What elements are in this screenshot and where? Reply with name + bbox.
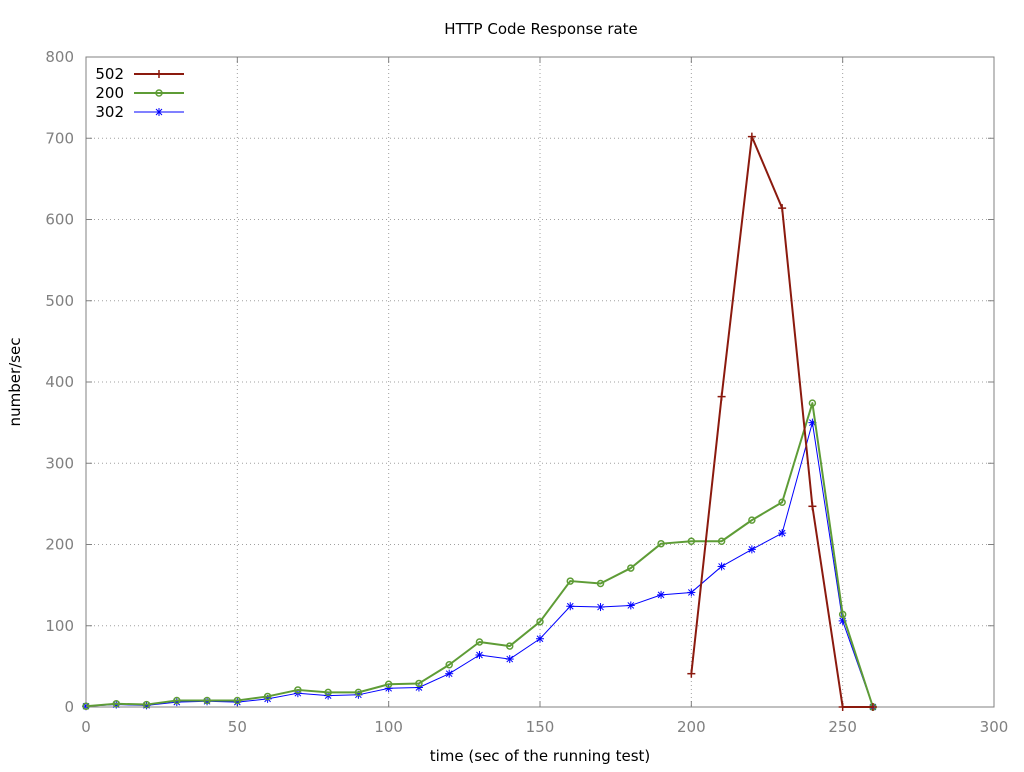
axis-ticks: 0 50 100 150 200 250 300 0 100 200 300 400 500 600 700… <box>45 48 1008 736</box>
data-point-200 <box>294 686 302 694</box>
legend-item-502: 502 <box>95 65 184 83</box>
data-point-200 <box>838 610 847 619</box>
data-point-200 <box>536 617 544 626</box>
y-tick-label: 600 <box>45 211 74 229</box>
y-tick-label: 700 <box>45 129 74 147</box>
data-point-200 <box>808 399 817 407</box>
legend-marker <box>155 70 163 78</box>
legend-item-200: 200 <box>95 84 184 102</box>
data-point-302 <box>626 601 635 610</box>
data-point-302 <box>566 602 575 611</box>
data-point-302 <box>657 590 666 599</box>
series-502 <box>687 132 877 711</box>
data-point-200 <box>596 579 605 588</box>
y-tick-label: 400 <box>45 373 74 391</box>
x-tick-label: 150 <box>526 718 555 736</box>
data-point-200 <box>354 688 363 697</box>
data-point-200 <box>233 696 242 705</box>
data-point-200 <box>717 537 726 545</box>
data-point-200 <box>566 577 575 585</box>
data-point-302 <box>536 634 544 643</box>
data-point-502 <box>747 132 756 141</box>
data-point-200 <box>82 702 90 710</box>
data-point-502 <box>808 502 817 511</box>
data-point-302 <box>778 529 787 538</box>
legend-label: 200 <box>95 84 124 102</box>
y-tick-label: 0 <box>64 698 74 716</box>
x-tick-label: 50 <box>228 718 247 736</box>
data-point-200 <box>687 537 696 545</box>
data-point-302 <box>687 588 696 597</box>
data-point-502 <box>687 669 696 678</box>
data-point-200 <box>445 661 453 669</box>
series-layer <box>82 132 877 711</box>
data-point-502 <box>778 204 787 213</box>
data-point-200 <box>324 688 332 697</box>
x-tick-label: 100 <box>374 718 403 736</box>
legend-marker <box>155 89 163 97</box>
data-point-200 <box>142 700 151 709</box>
data-point-502 <box>717 392 726 401</box>
legend-marker <box>155 108 163 116</box>
data-point-302 <box>747 545 756 554</box>
data-point-302 <box>505 655 514 664</box>
data-point-200 <box>384 680 393 688</box>
legend-label: 302 <box>95 103 124 121</box>
data-point-200 <box>657 539 665 548</box>
y-axis-title: number/sec <box>6 338 24 427</box>
series-200 <box>82 399 877 711</box>
x-tick-label: 300 <box>980 718 1009 736</box>
data-point-302 <box>596 603 605 612</box>
data-point-200 <box>627 564 635 572</box>
x-tick-label: 250 <box>828 718 857 736</box>
legend-label: 502 <box>95 65 124 83</box>
data-point-200 <box>203 696 211 705</box>
series-line-302 <box>85 422 874 708</box>
series-302 <box>82 418 877 711</box>
data-point-502 <box>868 703 877 711</box>
data-point-200 <box>415 679 423 688</box>
y-tick-label: 300 <box>45 454 74 472</box>
x-tick-label: 200 <box>677 718 706 736</box>
data-point-302 <box>475 651 484 659</box>
y-tick-label: 800 <box>45 48 74 66</box>
data-point-200 <box>505 642 514 650</box>
chart-title: HTTP Code Response rate <box>444 20 638 38</box>
series-line-200 <box>85 402 874 708</box>
data-point-200 <box>263 692 272 701</box>
x-axis-title: time (sec of the running test) <box>430 747 651 765</box>
data-point-200 <box>748 516 756 524</box>
x-tick-label: 0 <box>81 718 91 736</box>
grid <box>86 57 994 707</box>
data-point-200 <box>173 696 181 705</box>
data-point-200 <box>778 498 786 506</box>
legend-item-302: 302 <box>95 103 184 121</box>
data-point-502 <box>838 703 847 711</box>
data-point-200 <box>112 700 121 708</box>
y-tick-label: 100 <box>45 617 74 635</box>
data-point-302 <box>717 562 726 571</box>
data-point-302 <box>445 669 454 678</box>
y-tick-label: 500 <box>45 292 74 310</box>
data-point-200 <box>475 638 484 646</box>
y-tick-label: 200 <box>45 536 74 554</box>
